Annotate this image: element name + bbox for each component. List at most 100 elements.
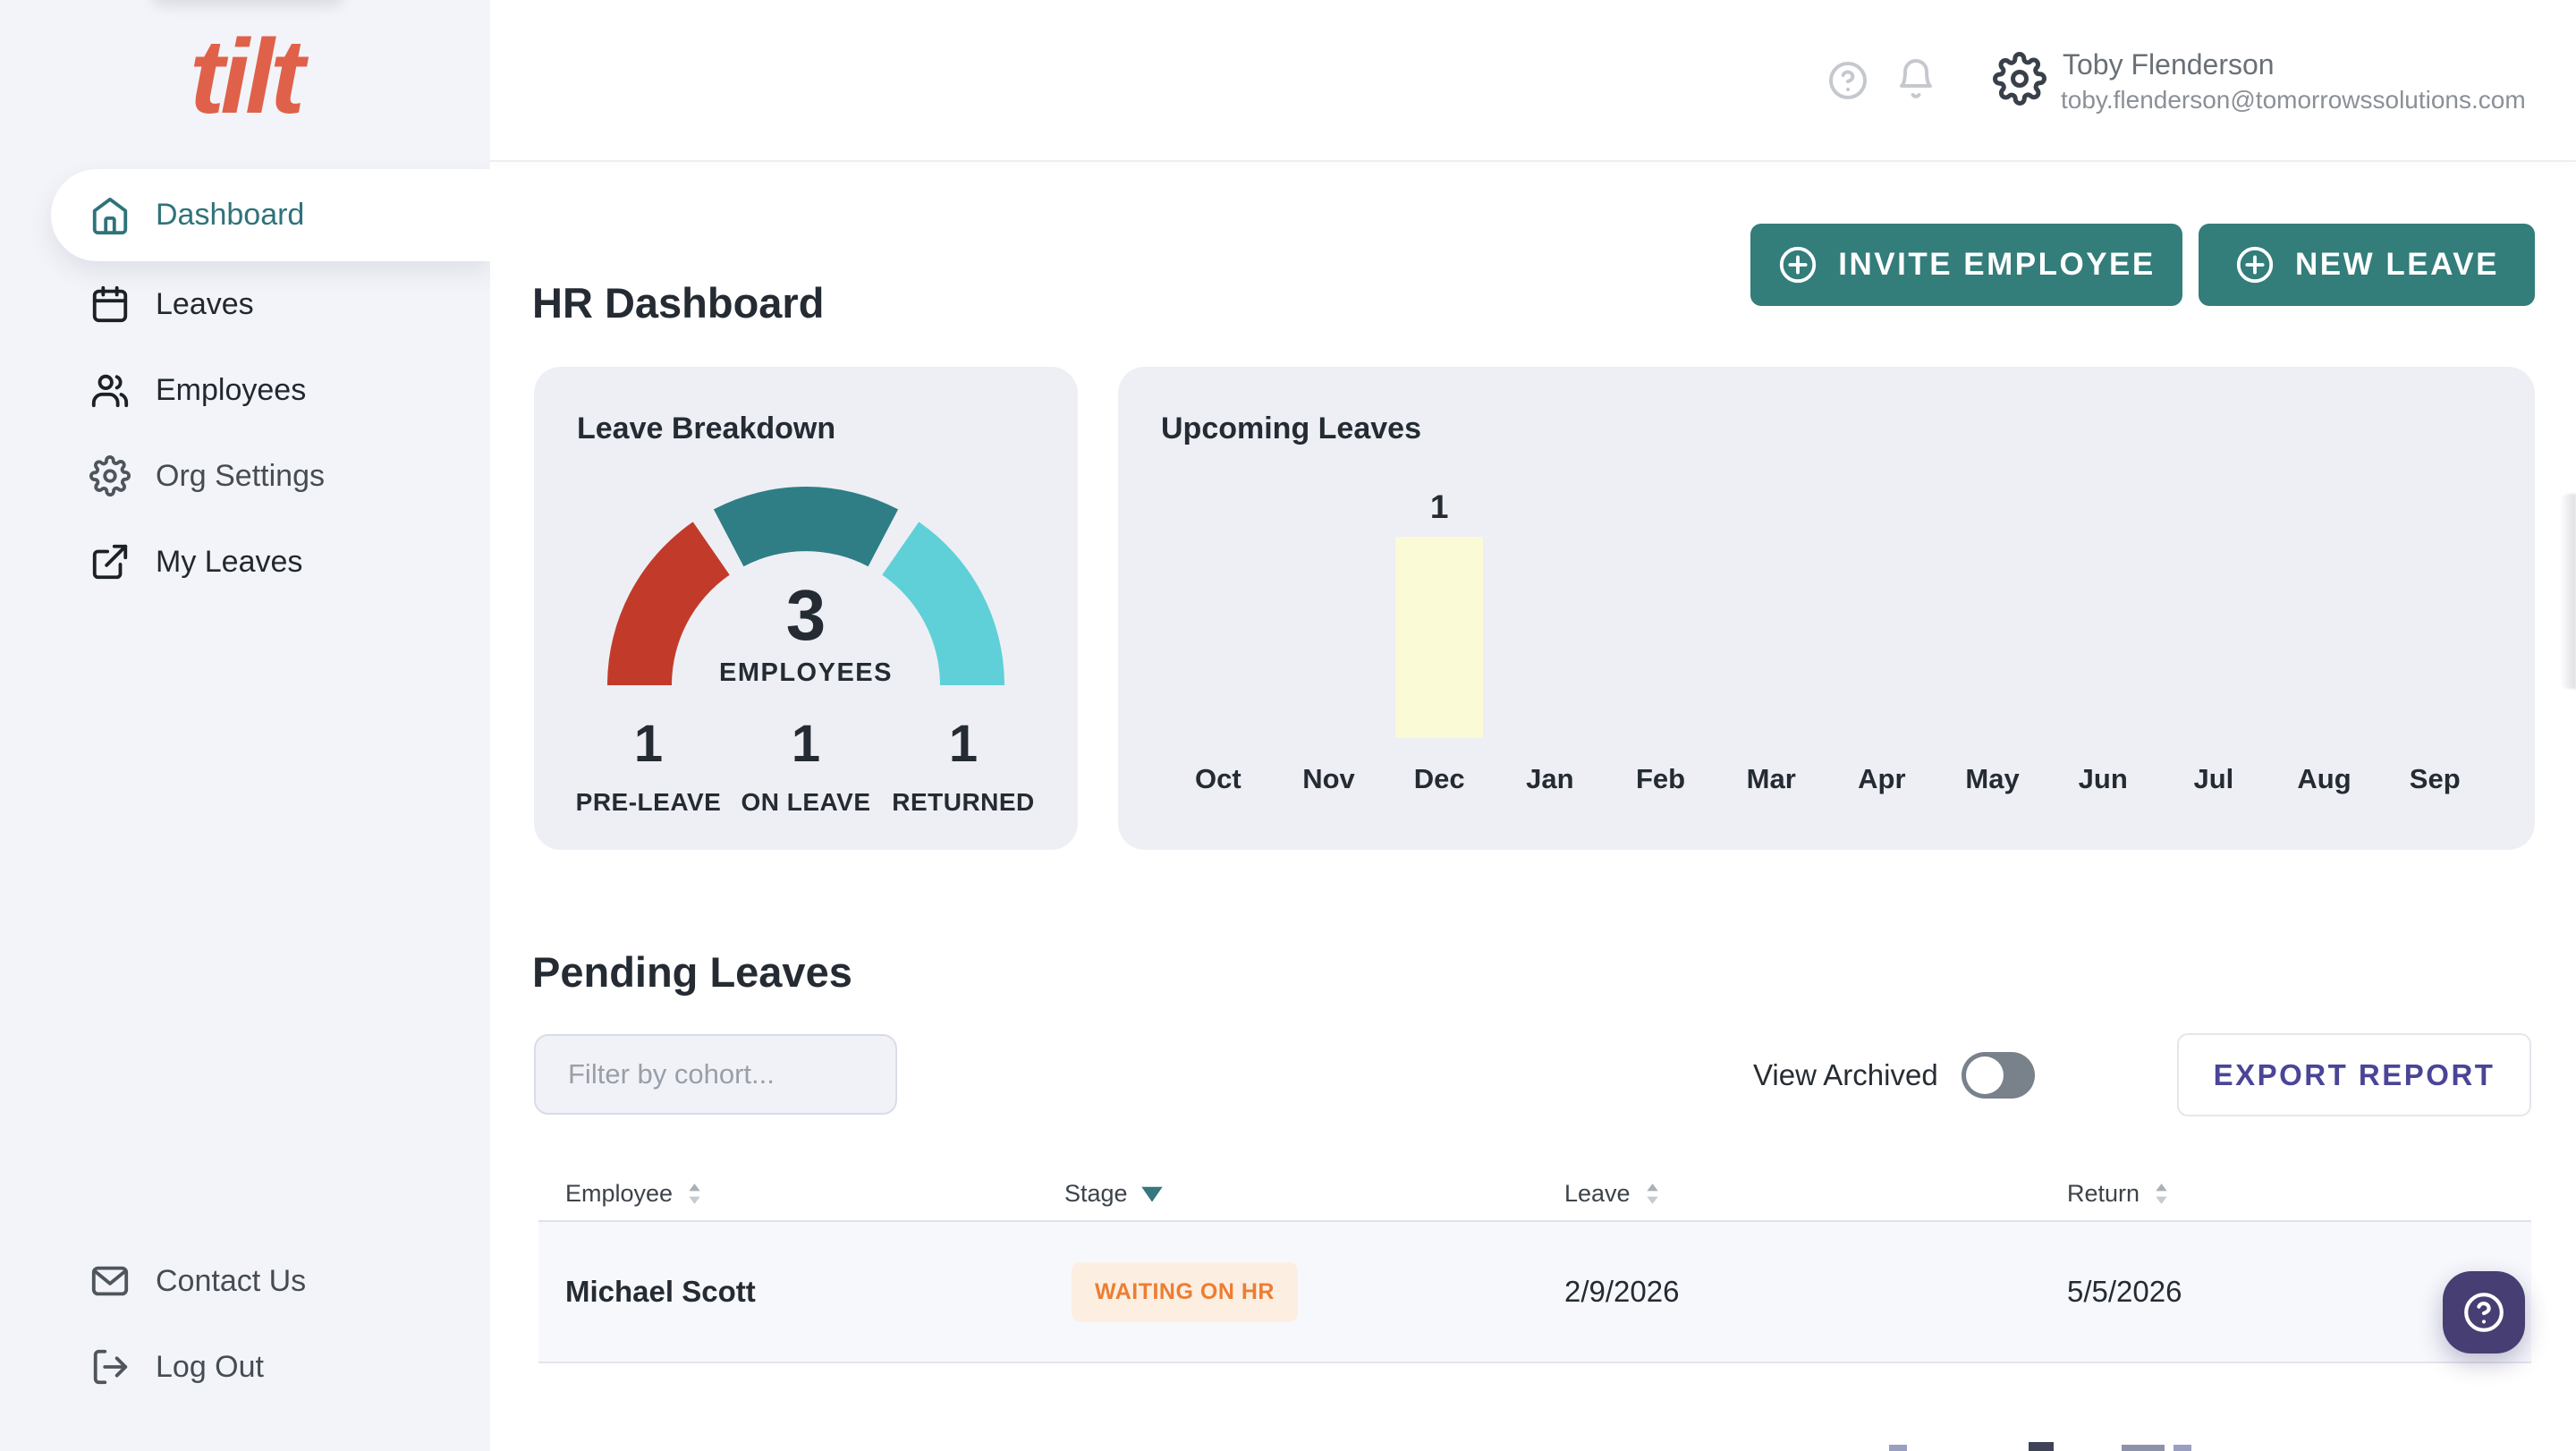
bar-stack	[1727, 481, 1815, 738]
logout-icon	[89, 1346, 131, 1387]
sidebar-item-label: Dashboard	[156, 198, 305, 232]
view-archived-control: View Archived	[1753, 1052, 2035, 1099]
bar-stack	[1838, 481, 1926, 738]
clipped-pagination-fragment	[1889, 1445, 1907, 1451]
invite-employee-button[interactable]: INVITE EMPLOYEE	[1750, 224, 2182, 306]
gauge-stat: 1 ON LEAVE	[727, 714, 885, 817]
bar-stack: 1	[1395, 481, 1484, 738]
column-label: Stage	[1064, 1180, 1128, 1207]
table-header-divider	[538, 1220, 2531, 1222]
bar-column-jul: Jul	[2158, 481, 2269, 795]
sidebar-item-my-leaves[interactable]: My Leaves	[0, 519, 490, 605]
gauge-center-value: 3	[785, 575, 826, 655]
scrollbar-thumb[interactable]	[2560, 494, 2576, 689]
mail-icon	[89, 1260, 131, 1302]
bar	[1395, 537, 1484, 738]
pending-leaves-table-header: Employee Stage Leave Return	[538, 1167, 2531, 1220]
new-leave-label: NEW LEAVE	[2295, 247, 2499, 282]
plus-circle-icon	[2234, 244, 2275, 285]
sidebar-item-label: Org Settings	[156, 458, 325, 493]
gauge-stat: 1 RETURNED	[885, 714, 1042, 817]
bar-value-label: 1	[1429, 488, 1449, 525]
clipped-pagination-fragment	[2122, 1445, 2165, 1451]
app-logo: tilt	[189, 18, 305, 136]
x-axis-tick-label: Nov	[1302, 763, 1355, 794]
x-axis-tick-label: Jul	[2193, 763, 2234, 794]
gauge-stats: 1 PRE-LEAVE 1 ON LEAVE 1 RETURNED	[570, 714, 1042, 817]
bar-stack	[2059, 481, 2147, 738]
cell-leave: 2/9/2026	[1564, 1275, 1680, 1308]
sidebar-item-contact-us[interactable]: Contact Us	[0, 1238, 490, 1324]
new-leave-button[interactable]: NEW LEAVE	[2199, 224, 2535, 306]
user-name: Toby Flenderson	[2063, 48, 2275, 81]
external-link-icon	[89, 541, 131, 582]
column-header-employee[interactable]: Employee	[538, 1180, 1064, 1208]
main-content: Toby Flenderson toby.flenderson@tomorrow…	[490, 0, 2576, 1451]
x-axis-tick-label: Dec	[1413, 763, 1465, 794]
invite-employee-label: INVITE EMPLOYEE	[1838, 247, 2156, 282]
x-axis-tick-label: May	[1965, 763, 2020, 794]
x-axis-tick-label: Feb	[1635, 763, 1686, 794]
page-title: HR Dashboard	[532, 279, 825, 327]
leave-breakdown-gauge: 3 EMPLOYEES	[605, 481, 1007, 687]
sidebar-item-label: Leaves	[156, 286, 254, 321]
leave-breakdown-title: Leave Breakdown	[577, 412, 836, 445]
sidebar-item-label: My Leaves	[156, 544, 303, 579]
x-axis-tick-label: Aug	[2297, 763, 2351, 794]
x-axis-tick-label: Jan	[1526, 763, 1574, 794]
filter-by-cohort-input[interactable]	[534, 1034, 897, 1115]
stat-value: 1	[791, 715, 821, 773]
bar-column-oct: Oct	[1163, 481, 1274, 795]
bell-icon[interactable]	[1894, 57, 1937, 100]
toggle-knob	[1965, 1056, 2004, 1094]
bar-stack	[1285, 481, 1373, 738]
home-icon	[89, 195, 131, 236]
sidebar-item-dashboard[interactable]: Dashboard	[51, 169, 490, 261]
view-archived-toggle[interactable]	[1961, 1052, 2035, 1099]
upcoming-leaves-card: Upcoming Leaves Oct Nov 1 Dec Jan Feb Mar Apr Ma…	[1118, 367, 2535, 850]
sidebar-item-leaves[interactable]: Leaves	[0, 261, 490, 347]
bar-stack	[2281, 481, 2368, 738]
sidebar-item-log-out[interactable]: Log Out	[0, 1324, 490, 1410]
bar-column-apr: Apr	[1826, 481, 1937, 795]
topbar-divider	[490, 160, 2576, 162]
upcoming-leaves-title: Upcoming Leaves	[1161, 412, 1421, 445]
calendar-icon	[89, 284, 131, 325]
x-axis-tick-label: Oct	[1194, 763, 1241, 794]
chevron-down-icon[interactable]	[410, 457, 447, 495]
view-archived-label: View Archived	[1753, 1058, 1938, 1091]
sidebar-footer-nav: Contact Us Log Out	[0, 1238, 490, 1410]
export-report-button[interactable]: EXPORT REPORT	[2177, 1033, 2531, 1116]
stat-label: RETURNED	[892, 788, 1035, 816]
bar-column-aug: Aug	[2269, 481, 2380, 795]
user-email: toby.flenderson@tomorrowssolutions.com	[2061, 86, 2526, 114]
bar-column-may: May	[1937, 481, 2048, 795]
column-header-stage[interactable]: Stage	[1064, 1180, 1564, 1208]
gear-icon[interactable]	[1993, 52, 2046, 106]
x-axis-tick-label: Jun	[2078, 763, 2128, 794]
help-fab-button[interactable]	[2443, 1271, 2525, 1353]
cell-stage: WAITING ON HR	[1064, 1261, 1564, 1322]
leave-breakdown-card: Leave Breakdown 3 EMPLOYEES 1 PRE-LEAVE 1 O…	[534, 367, 1078, 850]
cell-employee: Michael Scott	[565, 1275, 756, 1308]
stat-label: ON LEAVE	[741, 788, 871, 816]
column-header-leave[interactable]: Leave	[1564, 1180, 2067, 1208]
sort-desc-icon	[1140, 1184, 1164, 1203]
sort-icon	[2152, 1182, 2171, 1206]
gauge-segment	[607, 522, 730, 685]
pending-leaves-table-body: Michael Scott WAITING ON HR 2/9/2026 5/5/20…	[538, 1222, 2531, 1363]
cell-return: 5/5/2026	[2067, 1275, 2182, 1308]
column-header-return[interactable]: Return	[2067, 1180, 2531, 1208]
help-icon[interactable]	[1826, 59, 1869, 102]
sidebar-item-org-settings[interactable]: Org Settings	[0, 433, 490, 519]
table-row[interactable]: Michael Scott WAITING ON HR 2/9/2026 5/5/20…	[538, 1222, 2531, 1363]
sidebar-item-employees[interactable]: Employees	[0, 347, 490, 433]
bar-column-mar: Mar	[1716, 481, 1826, 795]
pending-leaves-title: Pending Leaves	[532, 948, 852, 997]
bar-stack	[1949, 481, 2037, 738]
bar-stack	[1617, 481, 1705, 738]
users-icon	[89, 369, 131, 411]
x-axis-tick-label: Mar	[1746, 763, 1796, 794]
x-axis-tick-label: Apr	[1858, 763, 1906, 794]
bar-column-jun: Jun	[2047, 481, 2158, 795]
